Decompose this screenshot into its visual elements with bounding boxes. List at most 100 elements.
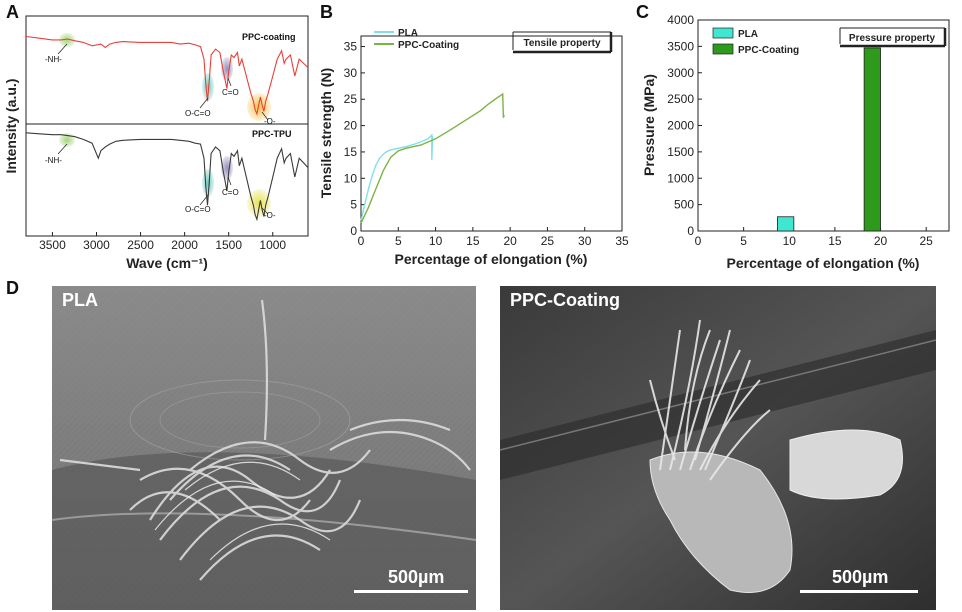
tensile-ticks: 0 5 10 15 20 25 30 35 0 5 10 15 20 25 30 35 <box>344 40 629 248</box>
ftir-chart: PPC-coating PPC-TPU -NH- -NH- O-C=O O-C=… <box>3 15 309 271</box>
panel-letter-d: D <box>6 278 19 298</box>
ftir-x-axis-title: Wave (cm⁻¹) <box>126 255 208 271</box>
legend-label-ppc-coating: PPC-Coating <box>398 40 459 51</box>
annotation-ether-top: -O- <box>264 117 276 126</box>
legend-swatch-ppc-coating <box>712 43 734 55</box>
leader-ether-top <box>261 111 269 121</box>
legend-label-pla: PLA <box>398 28 418 39</box>
pressure-property-label: Pressure property <box>849 33 936 44</box>
y-tick-label: 2000 <box>667 119 694 133</box>
trace-label-ppc-coating: PPC-coating <box>242 32 296 42</box>
x-tick-label: 15 <box>828 234 842 248</box>
leader-nh-bottom <box>57 143 68 155</box>
x-tick-label: 2000 <box>171 238 198 252</box>
y-tick-label: 3000 <box>667 66 694 80</box>
annotation-carbonyl-top: C=O <box>222 88 239 97</box>
leader-ester-top <box>199 97 209 109</box>
pressure-chart: 0 5 10 15 20 25 0 500 1000 1500 2000 2500 3000 3500 40… <box>641 13 950 271</box>
annotation-ether-bottom: -O- <box>264 211 276 220</box>
y-tick-label: 0 <box>350 224 357 238</box>
bar-ppc-coating <box>863 47 881 232</box>
pressure-y-axis-title: Pressure (MPa) <box>641 74 657 176</box>
pressure-x-axis-title: Percentage of elongation (%) <box>727 255 920 271</box>
x-tick-label: 15 <box>466 234 480 248</box>
y-tick-label: 4000 <box>667 13 694 27</box>
x-tick-label: 1000 <box>259 238 286 252</box>
tensile-chart: 0 5 10 15 20 25 30 35 0 5 10 15 20 25 30 35 PLA PPC-Coa… <box>318 28 629 267</box>
x-tick-label: 20 <box>874 234 888 248</box>
x-tick-label: 5 <box>740 234 747 248</box>
legend-label-pla: PLA <box>738 29 758 40</box>
pressure-property-box: Pressure property <box>839 27 947 48</box>
series-line-ppc-tpu <box>25 132 309 222</box>
annotation-nh-bottom: -NH- <box>45 156 62 165</box>
y-tick-label: 0 <box>687 224 694 238</box>
x-tick-label: 3500 <box>39 238 66 252</box>
y-tick-label: 30 <box>344 66 358 80</box>
leader-carbonyl-top <box>227 77 232 87</box>
panel-letter-b: B <box>320 2 333 22</box>
series-line-pla <box>360 133 434 221</box>
x-tick-label: 10 <box>429 234 443 248</box>
annotation-nh-top: -NH- <box>45 55 62 64</box>
x-tick-label: 25 <box>920 234 934 248</box>
leader-ether-bottom <box>261 207 269 215</box>
scale-bar-ppc-coating <box>800 590 918 593</box>
y-tick-label: 35 <box>344 40 358 54</box>
tensile-property-box: Tensile property <box>512 31 613 54</box>
y-tick-label: 1500 <box>667 145 694 159</box>
panel-letter-a: A <box>6 2 19 22</box>
scale-label-pla: 500µm <box>388 567 444 587</box>
panel-letter-c: C <box>636 2 649 22</box>
ftir-plot-frame <box>25 15 309 237</box>
tensile-x-axis-title: Percentage of elongation (%) <box>395 251 588 267</box>
x-tick-label: 5 <box>395 234 402 248</box>
leader-nh-top <box>57 43 68 55</box>
y-tick-label: 20 <box>344 119 358 133</box>
x-tick-label: 2500 <box>127 238 154 252</box>
pressure-plot-frame <box>697 19 950 232</box>
tensile-plot-frame <box>360 35 623 232</box>
highlight-nh-top <box>59 33 75 47</box>
x-tick-label: 25 <box>541 234 555 248</box>
sem-image-ppc-coating: PPC-Coating 500µm <box>499 286 937 610</box>
annotation-carbonyl-bottom: C=O <box>222 188 239 197</box>
y-tick-label: 2500 <box>667 92 694 106</box>
x-tick-label: 1500 <box>215 238 242 252</box>
scale-label-ppc-coating: 500µm <box>832 567 888 587</box>
annotation-ester-top: O-C=O <box>185 109 211 118</box>
leader-carbonyl-bottom <box>227 176 232 186</box>
y-tick-label: 1000 <box>667 171 694 185</box>
legend-label-ppc-coating: PPC-Coating <box>738 45 799 56</box>
ftir-x-ticks: 3500 3000 2500 2000 1500 1000 <box>39 232 286 252</box>
x-tick-label: 0 <box>695 234 702 248</box>
tensile-legend: PLA PPC-Coating <box>374 28 459 51</box>
y-tick-label: 3500 <box>667 39 694 53</box>
x-tick-label: 0 <box>358 234 365 248</box>
y-tick-label: 5 <box>350 198 357 212</box>
tensile-property-label: Tensile property <box>523 38 600 49</box>
series-line-ppc-coating <box>25 35 309 116</box>
x-tick-label: 35 <box>615 234 629 248</box>
sem-label-pla: PLA <box>62 290 98 310</box>
x-tick-label: 20 <box>503 234 517 248</box>
bar-pla <box>777 216 795 232</box>
y-tick-label: 10 <box>344 171 358 185</box>
pressure-ticks: 0 5 10 15 20 25 0 500 1000 1500 2000 2500 3000 3500 40… <box>667 13 933 248</box>
pressure-bars <box>777 47 881 232</box>
series-line-ppc-coating <box>360 92 505 224</box>
leader-ester-bottom <box>199 194 209 206</box>
scale-bar-pla <box>354 590 468 593</box>
ftir-y-axis-title: Intensity (a.u.) <box>3 79 19 174</box>
y-tick-label: 15 <box>344 145 358 159</box>
y-tick-label: 25 <box>344 92 358 106</box>
legend-swatch-pla <box>712 27 734 39</box>
y-tick-label: 500 <box>674 198 694 212</box>
sem-label-ppc-coating: PPC-Coating <box>510 290 620 310</box>
x-tick-label: 3000 <box>83 238 110 252</box>
pressure-legend: PLA PPC-Coating <box>712 27 799 56</box>
annotation-ester-bottom: O-C=O <box>185 205 211 214</box>
x-tick-label: 10 <box>783 234 797 248</box>
x-tick-label: 30 <box>578 234 592 248</box>
sem-image-pla: PLA 500µm <box>51 286 477 610</box>
